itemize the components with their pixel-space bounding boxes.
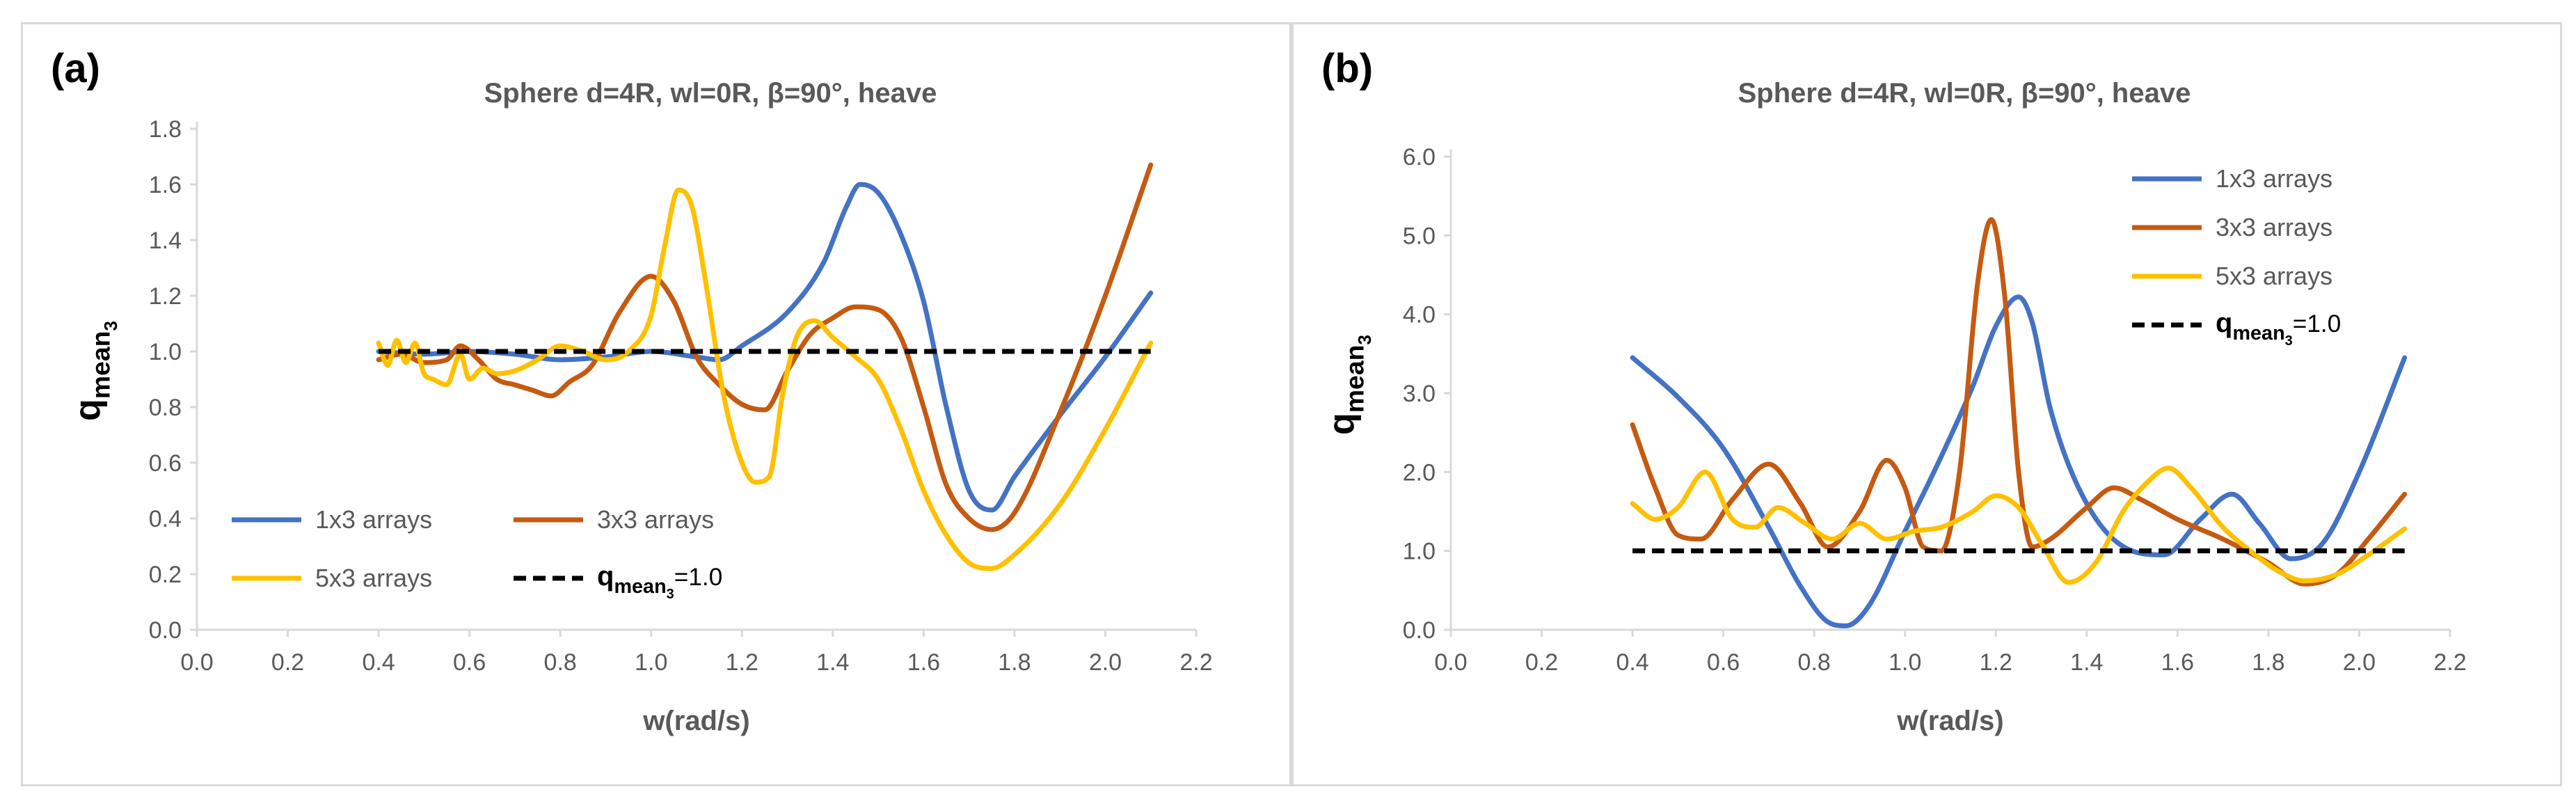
x-tick-label-a-8: 1.6 <box>907 649 940 676</box>
y-tick-label-b-0: 0.0 <box>1403 617 1436 644</box>
legend-label-b-ref-main: q <box>2216 308 2232 338</box>
y-tick-label-b-2: 2.0 <box>1403 459 1436 486</box>
x-tick-label-b-1: 0.2 <box>1525 649 1558 676</box>
y-axis-label-a: qmean3 <box>67 321 121 421</box>
y-tick-label-a-2: 0.4 <box>149 506 182 532</box>
y-axis-label-b: qmean3 <box>1321 335 1375 435</box>
y-axis-label-a-subsub: 3 <box>100 321 121 331</box>
legend-label-b-ref-sub: mean <box>2232 322 2284 344</box>
y-tick-label-a-1: 0.2 <box>149 562 182 588</box>
legend-label-b-ref-subsub: 3 <box>2285 333 2293 349</box>
x-axis-label-a: w(rad/s) <box>642 706 749 736</box>
chart-b-svg: Sphere d=4R, wl=0R, β=90°, heave 0.0 1.0 2.… <box>1321 78 2467 736</box>
y-tick-label-a-0: 0.0 <box>149 617 182 644</box>
y-tick-label-a-4: 0.8 <box>149 395 182 421</box>
legend-label-a-ref-tail: =1.0 <box>674 564 722 591</box>
x-tick-label-b-4: 0.8 <box>1798 649 1831 676</box>
legend-label-a-2: 3x3 arrays <box>597 505 714 534</box>
x-tick-label-a-1: 0.2 <box>271 649 304 676</box>
x-tick-label-a-4: 0.8 <box>544 649 577 676</box>
series-line-b-2 <box>1630 217 2408 587</box>
legend-label-b-ref-tail: =1.0 <box>2293 310 2341 338</box>
y-axis-label-b-sub: mean <box>1340 344 1369 413</box>
y-axis-label-a-sub: mean <box>86 331 116 399</box>
series-line-a-1 <box>376 182 1154 513</box>
y-tick-label-b-6: 6.0 <box>1403 144 1436 170</box>
series-line-a-2 <box>376 162 1154 532</box>
x-tick-label-a-6: 1.2 <box>726 649 758 676</box>
x-tick-label-a-9: 1.8 <box>998 649 1031 676</box>
x-tick-label-b-7: 1.4 <box>2070 649 2103 676</box>
panel-label-b: (b) <box>1321 46 1374 91</box>
legend-label-a-3: 5x3 arrays <box>315 564 432 592</box>
x-tick-label-a-0: 0.0 <box>180 649 213 676</box>
chart-title-a: Sphere d=4R, wl=0R, β=90°, heave <box>484 78 937 109</box>
x-tick-label-a-5: 1.0 <box>635 649 667 676</box>
x-axis-label-b: w(rad/s) <box>1896 706 2003 736</box>
legend-label-a-ref-main: q <box>597 561 614 591</box>
x-tick-label-a-2: 0.4 <box>362 649 395 676</box>
y-tick-label-b-1: 1.0 <box>1403 539 1436 565</box>
x-tick-label-b-3: 0.6 <box>1707 649 1740 676</box>
x-tick-label-b-8: 1.6 <box>2161 649 2194 676</box>
x-tick-label-a-10: 2.0 <box>1089 649 1122 676</box>
legend-label-b-ref: qmean3=1.0 <box>2216 308 2341 349</box>
y-tick-label-b-3: 3.0 <box>1403 381 1436 407</box>
y-tick-label-a-8: 1.6 <box>149 172 182 198</box>
legend-label-a-ref: qmean3=1.0 <box>597 561 722 602</box>
x-tick-label-b-9: 1.8 <box>2252 649 2284 676</box>
y-tick-label-b-4: 4.0 <box>1403 302 1436 328</box>
chart-panel-b: (b) Sphere d=4R, wl=0R, β=90°, heave 0.0 1… <box>1291 22 2562 786</box>
x-tick-label-a-3: 0.6 <box>453 649 486 676</box>
x-tick-label-b-10: 2.0 <box>2343 649 2376 676</box>
x-tick-label-b-0: 0.0 <box>1434 649 1467 676</box>
x-tick-label-b-5: 1.0 <box>1889 649 1921 676</box>
y-tick-label-a-7: 1.4 <box>149 228 182 254</box>
x-tick-label-b-6: 1.2 <box>1980 649 2012 676</box>
x-tick-label-a-11: 2.2 <box>1179 649 1212 676</box>
x-tick-label-b-2: 0.4 <box>1616 649 1648 676</box>
legend-label-a-ref-subsub: 3 <box>667 587 674 602</box>
x-tick-label-b-11: 2.2 <box>2433 649 2466 676</box>
y-tick-label-a-9: 1.8 <box>149 116 182 143</box>
series-line-b-3 <box>1630 466 2408 585</box>
legend-label-a-ref-sub: mean <box>614 575 666 598</box>
y-tick-label-a-6: 1.2 <box>149 283 182 310</box>
series-line-b-1 <box>1630 294 2408 628</box>
legend-label-b-2: 3x3 arrays <box>2216 213 2332 241</box>
x-tick-label-a-7: 1.4 <box>816 649 849 676</box>
y-tick-label-a-5: 1.0 <box>149 339 182 365</box>
series-line-a-3 <box>376 187 1154 571</box>
y-tick-label-b-5: 5.0 <box>1403 223 1436 249</box>
panel-label-a: (a) <box>51 46 100 91</box>
y-axis-label-a-main: q <box>67 399 108 421</box>
legend-label-b-1: 1x3 arrays <box>2216 164 2332 193</box>
chart-panel-a: (a) Sphere d=4R, wl=0R, β=90°, heave 0.0 0… <box>21 22 1291 786</box>
legend-label-a-1: 1x3 arrays <box>315 505 432 534</box>
chart-a-svg: Sphere d=4R, wl=0R, β=90°, heave 0.0 0.2 0.… <box>67 78 1213 736</box>
y-axis-label-b-main: q <box>1321 413 1362 435</box>
chart-title-b: Sphere d=4R, wl=0R, β=90°, heave <box>1738 78 2191 109</box>
legend-label-b-3: 5x3 arrays <box>2216 262 2332 290</box>
y-tick-label-a-3: 0.6 <box>149 450 182 477</box>
y-axis-label-b-subsub: 3 <box>1354 335 1375 344</box>
